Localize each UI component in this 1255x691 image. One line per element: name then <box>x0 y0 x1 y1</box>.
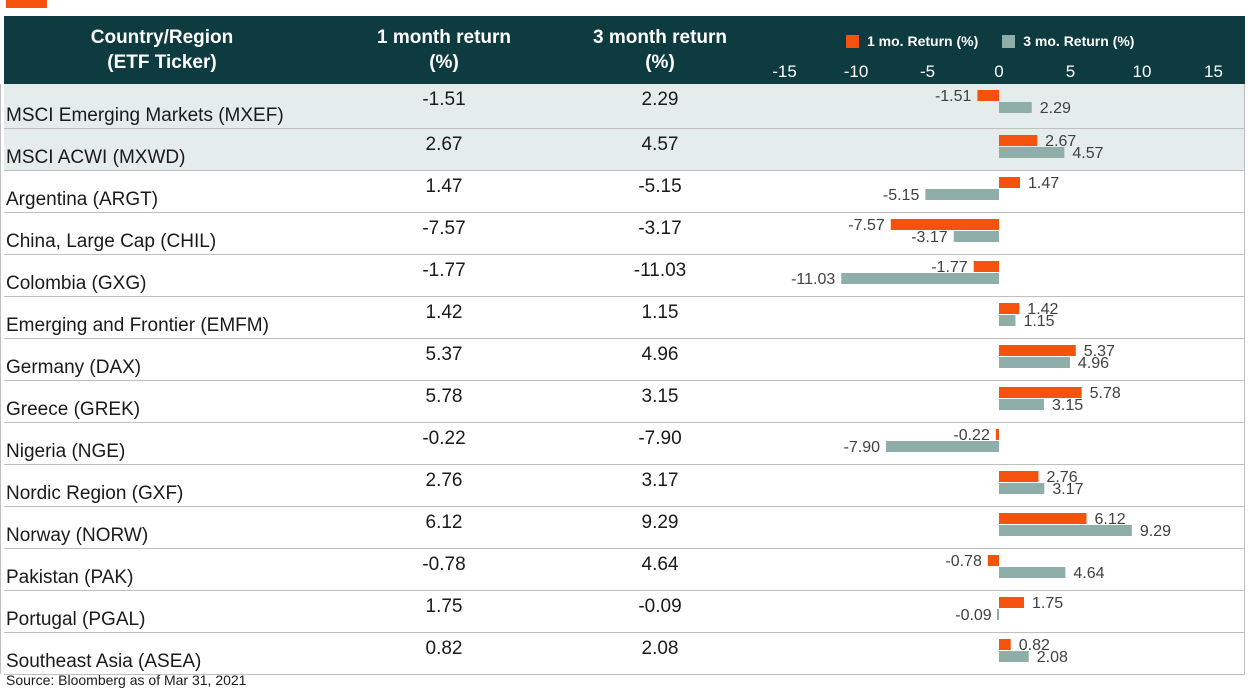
table-body: MSCI Emerging Markets (MXEF) -1.51 2.29 MSC… <box>4 84 1245 675</box>
row-three-month-value: 3.17 <box>641 470 679 491</box>
row-country-name: MSCI Emerging Markets (MXEF) <box>6 105 284 126</box>
table-row: Germany (DAX) 5.37 4.96 <box>4 339 1245 381</box>
row-one-month-value: -0.22 <box>422 428 466 449</box>
table-row: Portugal (PGAL) 1.75 -0.09 <box>4 591 1245 633</box>
table-row: MSCI Emerging Markets (MXEF) -1.51 2.29 <box>4 84 1245 129</box>
table-row: Nordic Region (GXF) 2.76 3.17 <box>4 465 1245 507</box>
row-three-month-value: -5.15 <box>638 176 682 197</box>
accent-bar <box>6 0 47 8</box>
table-row: China, Large Cap (CHIL) -7.57 -3.17 <box>4 213 1245 255</box>
x-tick-label: -10 <box>843 62 869 81</box>
row-three-month-value: -0.09 <box>638 596 682 617</box>
row-one-month-value: 1.47 <box>425 176 463 197</box>
row-one-month-value: 5.37 <box>425 344 463 365</box>
row-three-month-value: 9.29 <box>641 512 679 533</box>
row-three-month-value: 3.15 <box>641 386 679 407</box>
header-three-month: 3 month return (%) <box>592 27 728 73</box>
x-tick-label: 0 <box>994 62 1004 81</box>
table-row: MSCI ACWI (MXWD) 2.67 4.57 <box>4 129 1245 171</box>
row-country-name: Nordic Region (GXF) <box>6 483 184 504</box>
row-one-month-value: 1.42 <box>425 302 463 323</box>
table-row: Emerging and Frontier (EMFM) 1.42 1.15 <box>4 297 1245 339</box>
table-row: Greece (GREK) 5.78 3.15 <box>4 381 1245 423</box>
table-header: Country/Region (ETF Ticker) 1 month retu… <box>4 16 1245 84</box>
row-three-month-value: 2.29 <box>641 89 679 110</box>
table-row: Pakistan (PAK) -0.78 4.64 <box>4 549 1245 591</box>
row-one-month-value: 2.67 <box>425 134 463 155</box>
table-row: Southeast Asia (ASEA) 0.82 2.08 <box>4 633 1245 675</box>
legend-swatch-three-month <box>1002 34 1016 48</box>
row-three-month-value: -3.17 <box>638 218 682 239</box>
row-country-name: Emerging and Frontier (EMFM) <box>6 315 269 336</box>
returns-table: Country/Region (ETF Ticker) 1 month retu… <box>4 16 1245 675</box>
legend-item-three-month: 3 mo. Return (%) <box>1002 33 1134 49</box>
row-country-name: China, Large Cap (CHIL) <box>6 231 217 252</box>
row-three-month-value: 4.96 <box>641 344 679 365</box>
x-tick-label: -15 <box>772 62 797 81</box>
row-country-name: Pakistan (PAK) <box>6 567 134 588</box>
source-note: Source: Bloomberg as of Mar 31, 2021 <box>6 672 247 688</box>
row-three-month-value: 4.57 <box>641 134 679 155</box>
header-country: Country/Region (ETF Ticker) <box>90 27 234 73</box>
x-tick-label: 15 <box>1204 62 1223 81</box>
row-one-month-value: 0.82 <box>425 638 463 659</box>
row-country-name: Colombia (GXG) <box>6 273 147 294</box>
x-tick-label: 10 <box>1132 62 1152 81</box>
row-one-month-value: 2.76 <box>425 470 463 491</box>
row-three-month-value: -11.03 <box>633 260 687 281</box>
row-one-month-value: -0.78 <box>422 554 466 575</box>
row-country-name: Greece (GREK) <box>6 399 141 420</box>
x-tick-label: 5 <box>1065 62 1076 81</box>
row-one-month-value: -7.57 <box>422 218 466 239</box>
table-row: Norway (NORW) 6.12 9.29 <box>4 507 1245 549</box>
legend-item-one-month: 1 mo. Return (%) <box>846 33 978 49</box>
row-three-month-value: 2.08 <box>641 638 679 659</box>
left-border <box>0 84 1 674</box>
row-one-month-value: -1.77 <box>422 260 466 281</box>
row-country-name: MSCI ACWI (MXWD) <box>6 147 186 168</box>
row-three-month-value: 1.15 <box>641 302 679 323</box>
row-three-month-value: 4.64 <box>641 554 679 575</box>
table-row: Colombia (GXG) -1.77 -11.03 <box>4 255 1245 297</box>
row-country-name: Argentina (ARGT) <box>6 189 159 210</box>
row-one-month-value: 6.12 <box>425 512 463 533</box>
row-one-month-value: 5.78 <box>425 386 463 407</box>
header-one-month: 1 month return (%) <box>376 27 512 73</box>
row-one-month-value: 1.75 <box>425 596 463 617</box>
row-country-name: Portugal (PGAL) <box>6 609 146 630</box>
row-country-name: Norway (NORW) <box>6 525 149 546</box>
row-country-name: Southeast Asia (ASEA) <box>6 651 202 672</box>
row-three-month-value: -7.90 <box>638 428 682 449</box>
x-tick-label: -5 <box>919 62 936 81</box>
table-row: Nigeria (NGE) -0.22 -7.90 <box>4 423 1245 465</box>
row-country-name: Germany (DAX) <box>6 357 142 378</box>
row-one-month-value: -1.51 <box>422 89 466 110</box>
legend-label-one-month: 1 mo. Return (%) <box>867 33 979 49</box>
right-border <box>1244 84 1245 674</box>
legend-swatch-one-month <box>846 34 859 48</box>
legend-label-three-month: 3 mo. Return (%) <box>1023 33 1135 49</box>
chart-legend: 1 mo. Return (%) 3 mo. Return (%) <box>846 33 1158 49</box>
row-country-name: Nigeria (NGE) <box>6 441 126 462</box>
table-row: Argentina (ARGT) 1.47 -5.15 <box>4 171 1245 213</box>
